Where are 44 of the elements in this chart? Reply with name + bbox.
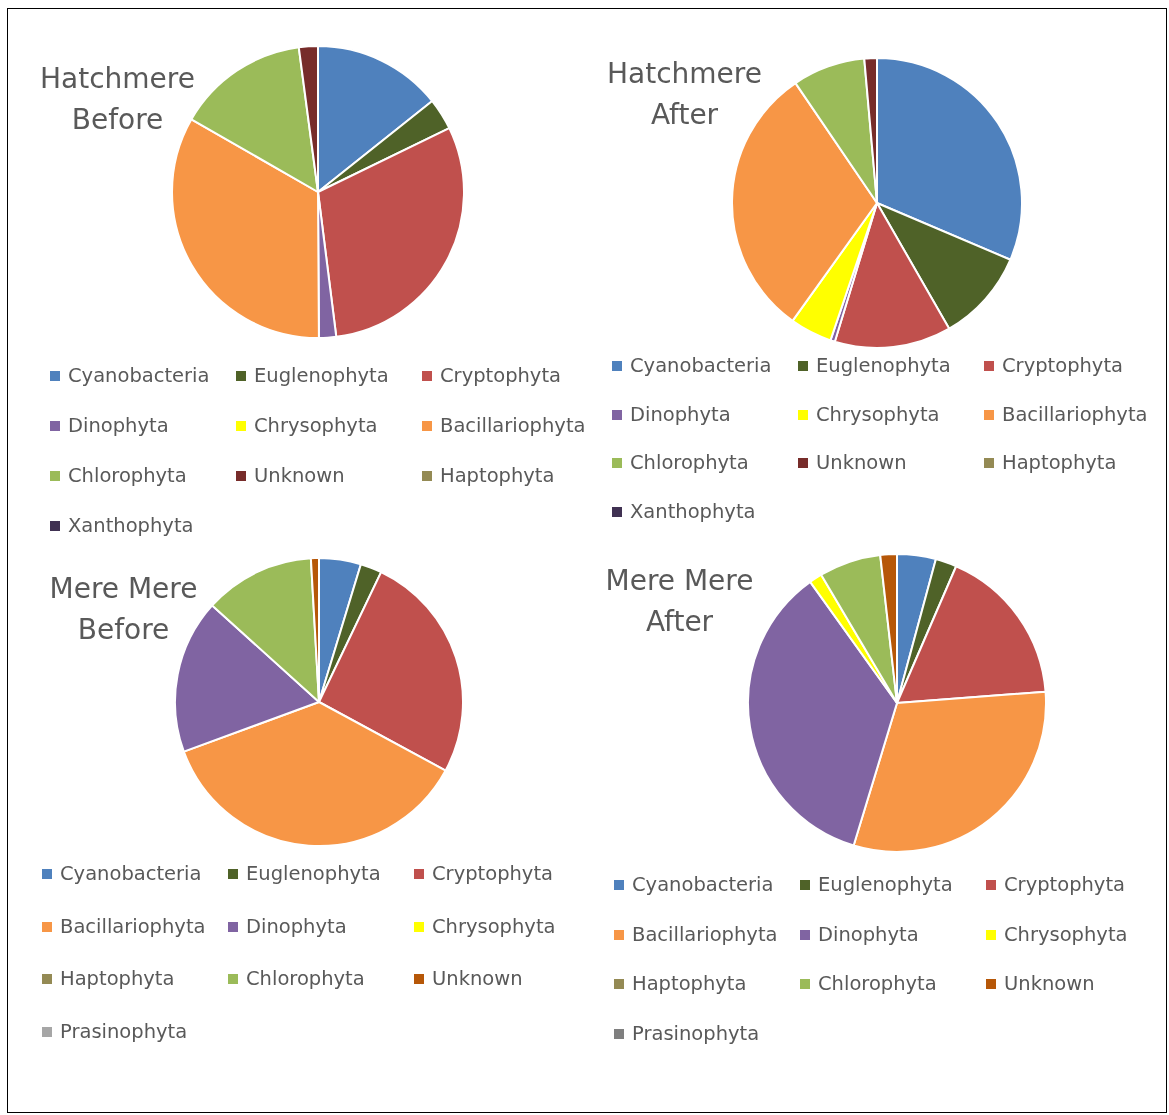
legend-label: Bacillariophyta [60, 914, 206, 938]
legend-label: Unknown [816, 451, 907, 474]
legend-label: Cyanobacteria [630, 354, 772, 377]
legend-label: Bacillariophyta [632, 922, 778, 946]
legend-label: Cryptophyta [440, 364, 561, 387]
legend-label: Cyanobacteria [68, 364, 210, 387]
legend-label: Haptophyta [1002, 451, 1117, 474]
legend-label: Euglenophyta [816, 354, 951, 377]
legend-label: Dinophyta [246, 914, 347, 938]
legend-label: Chrysophyta [432, 914, 556, 938]
legend-label: Unknown [1004, 972, 1095, 995]
legend-label: Xanthophyta [630, 499, 756, 523]
legend-label: Prasinophyta [60, 1019, 188, 1043]
legend-label: Dinophyta [818, 922, 919, 946]
legend-label: Prasinophyta [632, 1021, 760, 1045]
legend-label: Chlorophyta [68, 464, 187, 487]
legend-label: Chrysophyta [816, 402, 940, 426]
legend-label: Dinophyta [630, 402, 731, 426]
legend-label: Haptophyta [60, 967, 175, 990]
legend-label: Chlorophyta [246, 967, 365, 990]
text: Hatchmere After [606, 56, 763, 133]
legend-label: Bacillariophyta [440, 414, 586, 437]
legend-label: Unknown [432, 967, 523, 990]
legend-label: Chrysophyta [1004, 922, 1128, 946]
text: Mere Mere After [604, 563, 755, 640]
legend-label: Xanthophyta [68, 514, 194, 537]
legend-label: Euglenophyta [254, 364, 389, 387]
legend-label: Bacillariophyta [1002, 402, 1148, 426]
text: Mere Mere Before [48, 571, 199, 648]
legend-label: Cyanobacteria [632, 873, 774, 896]
legend-label: Cyanobacteria [60, 862, 202, 885]
legend-label: Haptophyta [440, 464, 555, 487]
legend-label: Unknown [254, 464, 345, 487]
legend-label: Chrysophyta [254, 414, 378, 437]
legend-label: Dinophyta [68, 414, 169, 437]
legend-label: Haptophyta [632, 972, 747, 995]
legend-label: Euglenophyta [246, 862, 381, 885]
legend-label: Chlorophyta [630, 451, 749, 474]
legend-label: Cryptophyta [432, 862, 553, 885]
legend-label: Cryptophyta [1002, 354, 1123, 377]
legend-label: Cryptophyta [1004, 873, 1125, 896]
text: Hatchmere Before [39, 61, 196, 138]
legend-label: Euglenophyta [818, 873, 953, 896]
legend-label: Chlorophyta [818, 972, 937, 995]
